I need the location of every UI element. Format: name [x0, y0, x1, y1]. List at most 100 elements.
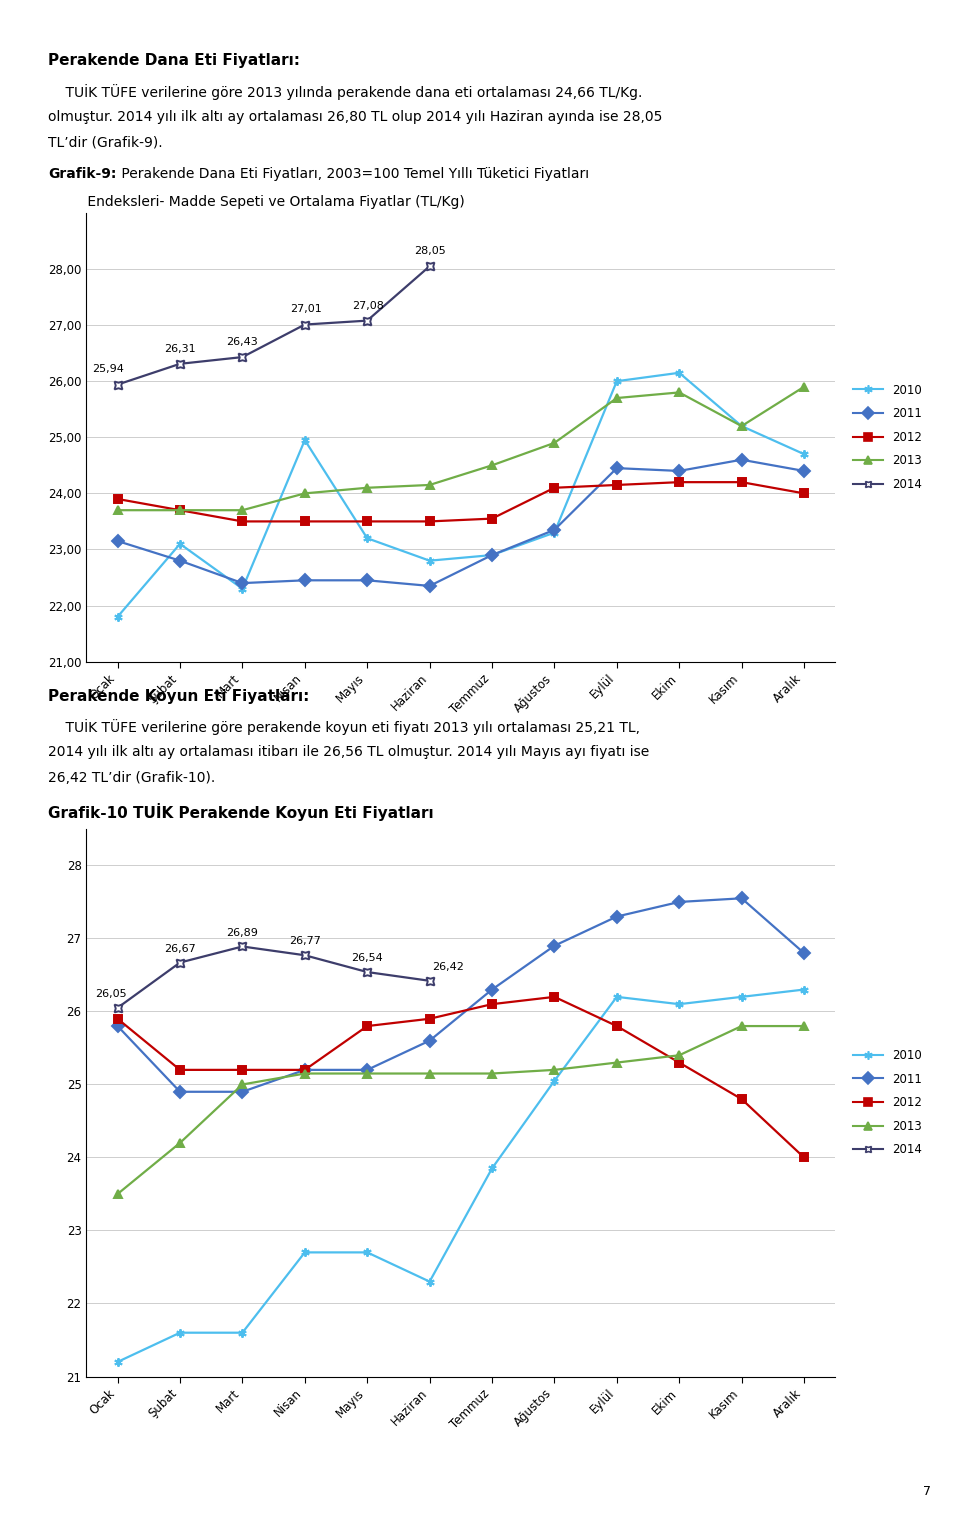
- 2013: [424, 476, 436, 494]
- Line: 2013: 2013: [113, 383, 808, 514]
- 2010: [362, 529, 373, 548]
- Text: 27,01: 27,01: [290, 304, 322, 315]
- 2012: [175, 1060, 186, 1078]
- 2014: [111, 999, 123, 1018]
- 2012: [236, 1060, 248, 1078]
- 2014: [236, 937, 248, 955]
- 2013: [300, 484, 311, 502]
- 2013: [612, 389, 623, 408]
- 2011: [549, 937, 561, 955]
- 2012: [674, 1054, 685, 1072]
- Legend: 2010, 2011, 2012, 2013, 2014: 2010, 2011, 2012, 2013, 2014: [849, 1045, 926, 1161]
- Text: 26,43: 26,43: [227, 338, 258, 347]
- Text: TUİK TÜFE verilerine göre 2013 yılında perakende dana eti ortalaması 24,66 TL/Kg: TUİK TÜFE verilerine göre 2013 yılında p…: [48, 84, 642, 99]
- 2011: [612, 908, 623, 926]
- 2010: [300, 1243, 311, 1261]
- 2012: [424, 1010, 436, 1028]
- Text: 27,08: 27,08: [352, 301, 384, 310]
- 2010: [799, 981, 810, 999]
- Text: 28,05: 28,05: [414, 246, 445, 256]
- 2013: [111, 500, 123, 519]
- 2013: [799, 1018, 810, 1036]
- 2011: [486, 546, 497, 564]
- 2010: [735, 987, 747, 1005]
- 2013: [612, 1054, 623, 1072]
- 2013: [362, 1065, 373, 1083]
- 2012: [300, 1060, 311, 1078]
- 2012: [549, 479, 561, 497]
- 2014: [362, 963, 373, 981]
- 2012: [424, 513, 436, 531]
- 2013: [799, 377, 810, 395]
- 2013: [674, 383, 685, 402]
- Text: 26,77: 26,77: [289, 937, 321, 946]
- 2011: [111, 532, 123, 551]
- 2011: [362, 1060, 373, 1078]
- 2012: [549, 987, 561, 1005]
- 2012: [674, 473, 685, 491]
- Line: 2014: 2014: [112, 941, 435, 1013]
- 2011: [300, 572, 311, 590]
- 2011: [175, 552, 186, 570]
- 2010: [300, 430, 311, 449]
- Text: Endeksleri- Madde Sepeti ve Ortalama Fiyatlar (TL/Kg): Endeksleri- Madde Sepeti ve Ortalama Fiy…: [48, 195, 465, 208]
- 2011: [674, 462, 685, 481]
- 2012: [236, 513, 248, 531]
- 2011: [300, 1060, 311, 1078]
- Line: 2012: 2012: [113, 993, 808, 1162]
- Text: 25,94: 25,94: [92, 365, 124, 374]
- 2010: [236, 1323, 248, 1342]
- 2011: [175, 1083, 186, 1101]
- Line: 2012: 2012: [113, 478, 808, 526]
- 2013: [236, 1075, 248, 1094]
- 2010: [612, 987, 623, 1005]
- Legend: 2010, 2011, 2012, 2013, 2014: 2010, 2011, 2012, 2013, 2014: [849, 379, 926, 496]
- 2014: [300, 315, 311, 333]
- 2011: [486, 981, 497, 999]
- 2012: [612, 1018, 623, 1036]
- 2013: [735, 417, 747, 435]
- Text: 26,54: 26,54: [351, 954, 383, 963]
- 2013: [549, 433, 561, 452]
- 2010: [486, 1159, 497, 1177]
- 2010: [735, 417, 747, 435]
- 2012: [486, 510, 497, 528]
- 2011: [799, 462, 810, 481]
- Text: Perakende Koyun Eti Fiyatları:: Perakende Koyun Eti Fiyatları:: [48, 689, 309, 704]
- 2010: [674, 364, 685, 382]
- Text: 26,42: 26,42: [432, 963, 465, 972]
- 2010: [175, 535, 186, 554]
- Text: 26,42 TL’dir (Grafik-10).: 26,42 TL’dir (Grafik-10).: [48, 771, 215, 785]
- Text: Perakende Dana Eti Fiyatları, 2003=100 Temel Yıllı Tüketici Fiyatları: Perakende Dana Eti Fiyatları, 2003=100 T…: [117, 167, 589, 181]
- 2010: [799, 446, 810, 464]
- 2012: [486, 995, 497, 1013]
- 2013: [111, 1185, 123, 1203]
- Text: 7: 7: [924, 1484, 931, 1498]
- Text: TL’dir (Grafik-9).: TL’dir (Grafik-9).: [48, 135, 162, 149]
- 2011: [735, 890, 747, 908]
- 2011: [424, 1031, 436, 1049]
- 2010: [175, 1323, 186, 1342]
- 2011: [549, 520, 561, 538]
- 2013: [236, 500, 248, 519]
- 2013: [486, 1065, 497, 1083]
- 2010: [549, 523, 561, 541]
- 2011: [111, 1018, 123, 1036]
- 2011: [236, 573, 248, 592]
- Text: Grafik-10 TUİK Perakende Koyun Eti Fiyatları: Grafik-10 TUİK Perakende Koyun Eti Fiyat…: [48, 803, 434, 821]
- Line: 2014: 2014: [112, 260, 435, 389]
- 2010: [111, 608, 123, 627]
- 2012: [300, 513, 311, 531]
- 2013: [175, 500, 186, 519]
- 2011: [674, 893, 685, 911]
- Text: Perakende Dana Eti Fiyatları:: Perakende Dana Eti Fiyatları:: [48, 53, 300, 68]
- 2012: [362, 513, 373, 531]
- 2014: [175, 354, 186, 373]
- 2014: [111, 376, 123, 394]
- 2010: [111, 1352, 123, 1370]
- 2012: [612, 476, 623, 494]
- 2013: [300, 1065, 311, 1083]
- Text: 26,89: 26,89: [227, 928, 258, 938]
- 2011: [735, 450, 747, 468]
- Line: 2011: 2011: [113, 894, 808, 1097]
